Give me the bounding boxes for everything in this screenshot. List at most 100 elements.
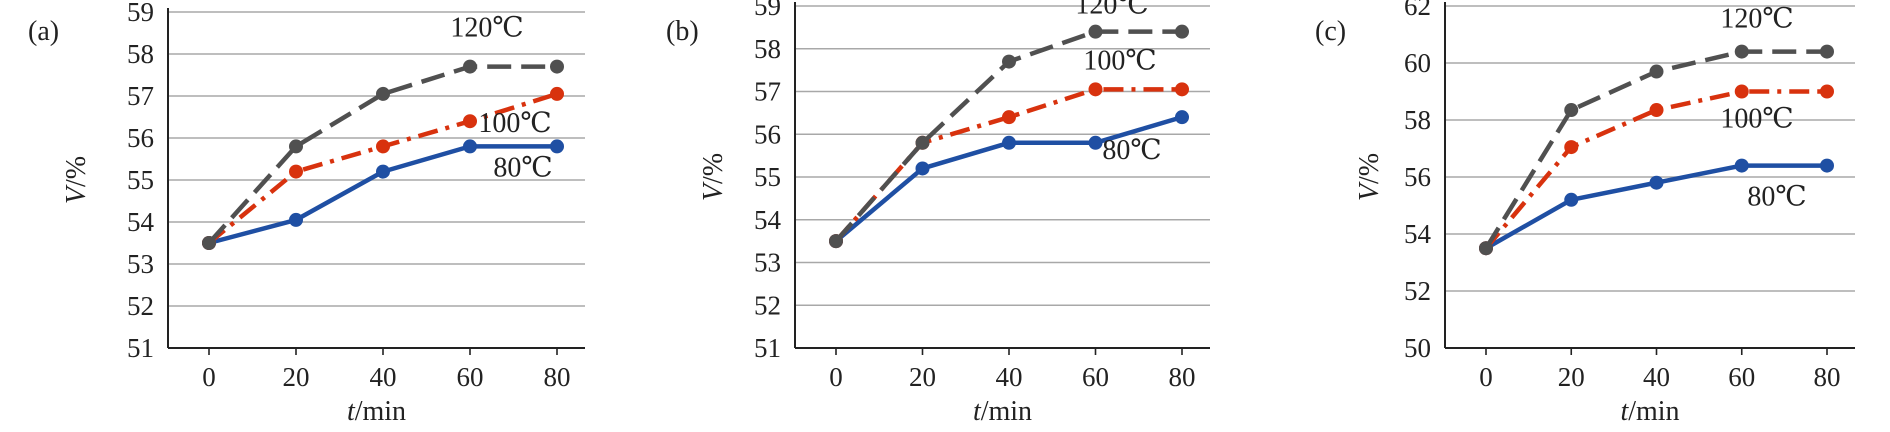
data-point-80 — [1002, 135, 1016, 150]
series-label-100: 100℃ — [1720, 104, 1793, 135]
series-label-100: 100℃ — [1083, 45, 1156, 76]
x-tick-label: 20 — [909, 362, 936, 392]
panel-label: (c) — [1315, 16, 1346, 47]
data-point-120 — [1479, 241, 1493, 256]
data-point-100 — [1088, 82, 1103, 97]
y-tick-label: 59 — [127, 0, 154, 27]
x-tick-label: 40 — [1643, 362, 1670, 392]
y-axis-label-var: V — [1354, 181, 1385, 201]
x-tick-label: 80 — [544, 362, 571, 392]
y-axis-label: V/% — [1354, 153, 1385, 201]
x-tick-label: 60 — [457, 362, 484, 392]
panel-label: (a) — [28, 16, 59, 47]
x-axis-label: t/min — [973, 396, 1032, 427]
x-tick-label: 0 — [202, 362, 216, 392]
x-tick-label: 80 — [1169, 362, 1196, 392]
data-point-120 — [1820, 44, 1834, 59]
series-label-80: 80℃ — [1102, 135, 1161, 166]
y-axis-label: V/% — [698, 153, 729, 201]
y-tick-label: 50 — [1404, 333, 1431, 363]
y-tick-label: 52 — [754, 290, 781, 320]
data-point-120 — [1564, 103, 1579, 118]
x-tick-label: 0 — [1479, 362, 1493, 392]
x-tick-label: 40 — [996, 362, 1023, 392]
data-point-100 — [1820, 84, 1834, 99]
series-label-100: 100℃ — [478, 108, 551, 139]
data-point-80 — [915, 161, 930, 176]
data-point-80 — [1175, 110, 1189, 125]
series-label-80: 80℃ — [1747, 182, 1806, 213]
data-point-80 — [289, 212, 303, 227]
data-point-120 — [915, 135, 930, 150]
data-point-80 — [550, 139, 564, 154]
y-tick-label: 58 — [127, 39, 154, 69]
x-tick-label: 0 — [829, 362, 843, 392]
series-label-120: 120℃ — [1075, 0, 1148, 21]
x-axis-label-unit: /min — [981, 396, 1032, 427]
data-point-120 — [829, 234, 843, 249]
chart-panel-b: 51 52 53 54 55 56 57 58 59 0 20 40 60 80 t/min V/% (b) 80… — [666, 0, 1210, 427]
x-tick-label: 40 — [370, 362, 397, 392]
x-axis-label-unit: /min — [1628, 396, 1679, 427]
data-point-100 — [289, 164, 303, 179]
y-tick-label: 55 — [754, 162, 781, 192]
y-axis-label: V/% — [61, 156, 92, 204]
series-label-80: 80℃ — [493, 152, 552, 183]
y-tick-label: 58 — [1404, 105, 1431, 135]
y-tick-label: 52 — [1404, 276, 1431, 306]
x-tick-label: 20 — [283, 362, 310, 392]
data-point-100 — [463, 114, 477, 129]
x-axis-label-var: t — [1620, 396, 1629, 427]
y-axis-label-var: V — [698, 181, 729, 201]
y-tick-label: 51 — [127, 333, 154, 363]
y-tick-label: 51 — [754, 333, 781, 363]
x-tick-label: 60 — [1728, 362, 1755, 392]
y-tick-label: 54 — [1404, 219, 1432, 249]
chart-panel-a: 51 52 53 54 55 56 57 58 59 0 20 40 60 80 t/min V/% (a) 80… — [28, 0, 585, 427]
x-tick-label: 60 — [1082, 362, 1109, 392]
data-point-120 — [1649, 64, 1664, 79]
data-point-100 — [1564, 140, 1579, 155]
data-point-100 — [376, 139, 390, 154]
series-label-120: 120℃ — [450, 13, 523, 44]
series-line-120 — [207, 64, 557, 245]
y-tick-label: 60 — [1404, 48, 1431, 78]
x-tick-label: 20 — [1558, 362, 1585, 392]
y-tick-label: 56 — [127, 123, 154, 153]
x-axis-label-var: t — [973, 396, 982, 427]
y-tick-label: 57 — [127, 81, 154, 111]
y-tick-label: 54 — [754, 205, 782, 235]
panel-label: (b) — [666, 16, 699, 47]
y-axis-label-unit: /% — [61, 156, 92, 187]
x-axis-label-var: t — [347, 396, 356, 427]
data-point-120 — [1088, 24, 1103, 39]
data-point-100 — [1002, 110, 1016, 125]
data-point-120 — [376, 86, 390, 101]
series-line-100 — [1484, 89, 1827, 250]
y-tick-label: 58 — [754, 34, 781, 64]
data-point-120 — [289, 139, 303, 154]
y-axis-label-unit: /% — [1354, 153, 1385, 184]
x-axis-label: t/min — [347, 396, 406, 427]
series-label-120: 120℃ — [1720, 4, 1793, 35]
chart-panel-c: 50 52 54 56 58 60 62 0 20 40 60 80 t/min V/% (c) 80℃ 100… — [1315, 0, 1855, 427]
y-tick-label: 53 — [754, 248, 781, 278]
y-tick-label: 53 — [127, 249, 154, 279]
y-tick-label: 62 — [1404, 0, 1431, 21]
y-axis-label-var: V — [61, 184, 92, 204]
y-tick-label: 57 — [754, 77, 781, 107]
data-point-120 — [1734, 44, 1749, 59]
x-axis-label-unit: /min — [355, 396, 406, 427]
data-point-100 — [550, 86, 564, 101]
data-point-80 — [1564, 192, 1579, 207]
data-point-120 — [463, 59, 477, 74]
data-point-80 — [1649, 175, 1664, 190]
y-tick-label: 52 — [127, 291, 154, 321]
data-point-100 — [1649, 103, 1664, 118]
x-axis-label: t/min — [1620, 396, 1679, 427]
data-point-80 — [1734, 158, 1749, 173]
y-tick-label: 59 — [754, 0, 781, 21]
data-point-80 — [376, 164, 390, 179]
data-point-120 — [1175, 24, 1189, 39]
